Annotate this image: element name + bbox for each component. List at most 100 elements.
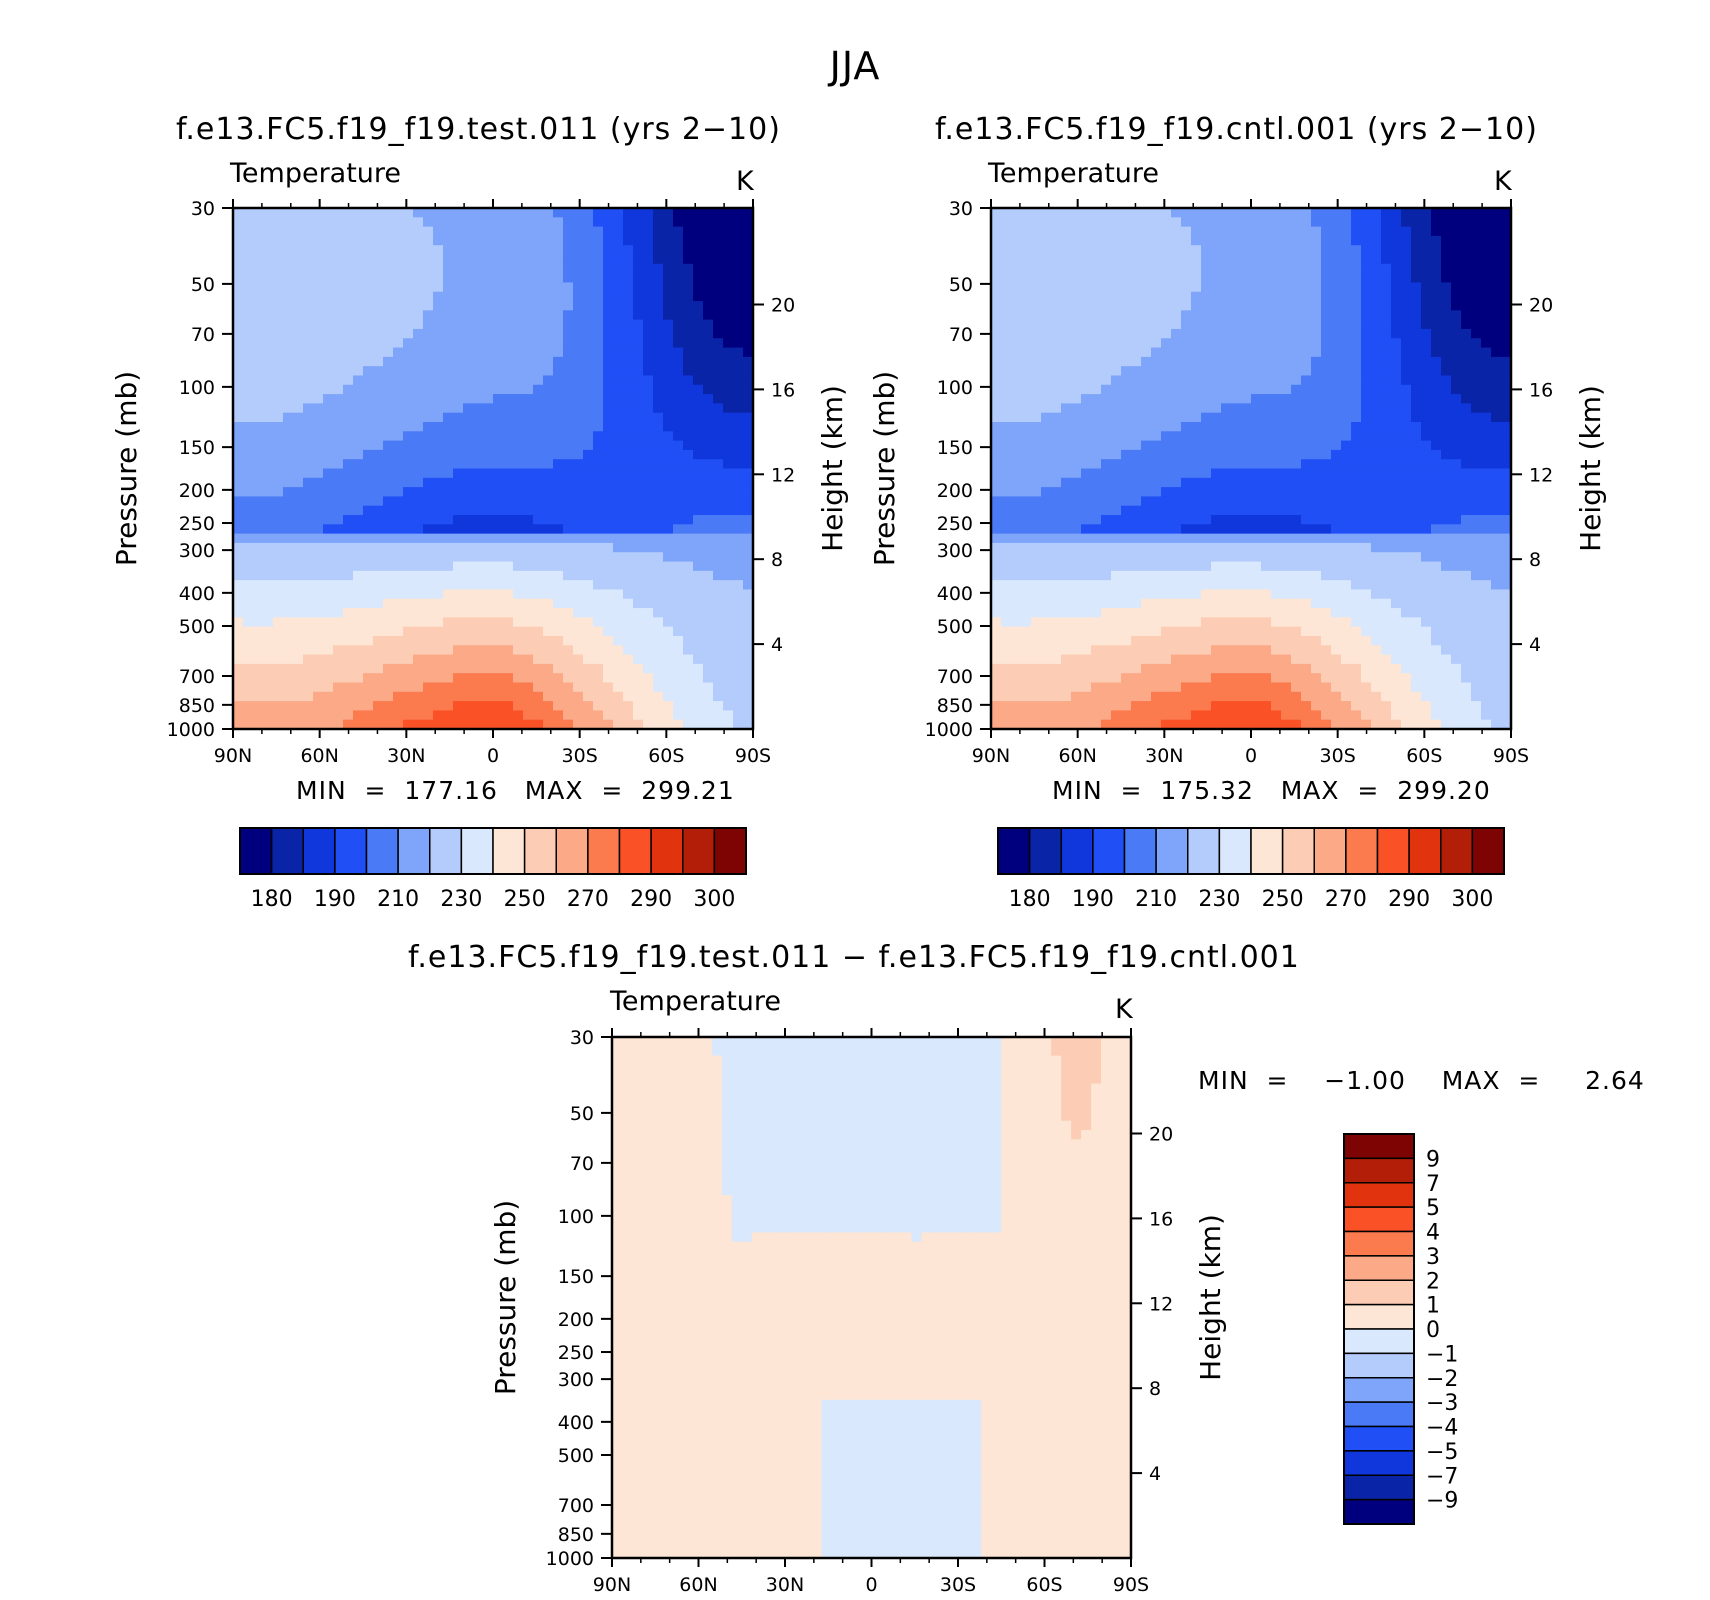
contour-cell bbox=[283, 440, 294, 451]
contour-cell bbox=[1041, 366, 1052, 377]
contour-cell bbox=[1211, 310, 1222, 321]
contour-cell bbox=[263, 682, 274, 693]
contour-cell bbox=[453, 477, 464, 488]
contour-cell bbox=[1231, 301, 1242, 311]
contour-cell bbox=[1201, 366, 1212, 377]
contour-cell bbox=[1221, 449, 1232, 460]
contour-cell bbox=[1291, 347, 1302, 358]
contour-cell bbox=[533, 217, 544, 228]
contour-cell bbox=[583, 598, 594, 609]
contour-cell bbox=[363, 226, 374, 237]
contour-cell bbox=[293, 217, 304, 228]
contour-cell bbox=[493, 366, 504, 377]
contour-cell bbox=[653, 589, 664, 600]
contour-cell bbox=[1001, 645, 1012, 656]
contour-cell bbox=[663, 235, 674, 246]
contour-cell bbox=[293, 701, 304, 711]
contour-cell bbox=[333, 701, 344, 711]
contour-cell bbox=[1191, 598, 1202, 609]
contour-cell bbox=[1031, 403, 1042, 414]
contour-cell bbox=[323, 505, 334, 516]
contour-cell bbox=[1271, 384, 1282, 395]
contour-cell bbox=[573, 701, 584, 711]
contour-cell bbox=[723, 459, 734, 470]
contour-cell bbox=[1181, 366, 1192, 377]
contour-cell bbox=[403, 421, 414, 432]
contour-cell bbox=[683, 515, 694, 525]
contour-cell bbox=[283, 403, 294, 414]
contour-cell bbox=[1301, 291, 1312, 302]
contour-cell bbox=[603, 719, 614, 730]
contour-cell bbox=[1111, 449, 1122, 460]
contour-cell bbox=[1161, 673, 1172, 684]
contour-cell bbox=[743, 524, 754, 535]
contour-cell bbox=[283, 589, 294, 600]
contour-cell bbox=[693, 487, 704, 498]
contour-cell bbox=[1191, 477, 1202, 488]
contour-cell bbox=[733, 226, 744, 237]
contour-cell bbox=[1151, 375, 1162, 386]
contour-cell bbox=[243, 338, 254, 349]
contour-cell bbox=[1301, 384, 1312, 395]
contour-cell bbox=[1121, 226, 1132, 237]
contour-cell bbox=[543, 208, 554, 218]
contour-cell bbox=[683, 254, 694, 265]
contour-cell bbox=[1191, 347, 1202, 358]
contour-cell bbox=[583, 673, 594, 684]
contour-cell bbox=[693, 552, 704, 563]
contour-cell bbox=[1001, 691, 1012, 702]
contour-cell bbox=[343, 589, 354, 600]
contour-cell bbox=[1211, 366, 1222, 377]
contour-cell bbox=[433, 691, 444, 702]
contour-cell bbox=[1151, 459, 1162, 470]
contour-cell bbox=[1091, 598, 1102, 609]
contour-cell bbox=[513, 412, 524, 423]
contour-cell bbox=[1141, 208, 1152, 218]
contour-cell bbox=[1191, 394, 1202, 404]
contour-cell bbox=[1101, 496, 1112, 507]
contour-cell bbox=[1121, 598, 1132, 609]
contour-cell bbox=[263, 356, 274, 367]
contour-cell bbox=[1291, 542, 1302, 553]
contour-cell bbox=[393, 226, 404, 237]
contour-cell bbox=[663, 273, 674, 284]
contour-cell bbox=[643, 542, 654, 553]
contour-cell bbox=[573, 589, 584, 600]
contour-cell bbox=[643, 691, 654, 702]
contour-cell bbox=[1221, 682, 1232, 693]
contour-cell bbox=[403, 654, 414, 665]
contour-cell bbox=[573, 384, 584, 395]
contour-cell bbox=[493, 719, 504, 730]
contour-cell bbox=[643, 663, 654, 674]
contour-cell bbox=[703, 542, 714, 553]
contour-cell bbox=[1251, 421, 1262, 432]
contour-cell bbox=[413, 366, 424, 377]
contour-cell bbox=[463, 673, 474, 684]
contour-cell bbox=[463, 570, 474, 581]
contour-cell bbox=[543, 617, 554, 628]
contour-cell bbox=[1231, 319, 1242, 330]
contour-cell bbox=[313, 682, 324, 693]
contour-cell bbox=[703, 421, 714, 432]
contour-cell bbox=[333, 477, 344, 488]
contour-cell bbox=[643, 533, 654, 544]
contour-cell bbox=[563, 663, 574, 674]
contour-cell bbox=[1301, 496, 1312, 507]
contour-cell bbox=[553, 347, 564, 358]
contour-cell bbox=[633, 217, 644, 228]
contour-cell bbox=[1031, 310, 1042, 321]
contour-cell bbox=[1281, 273, 1292, 284]
contour-cell bbox=[1131, 487, 1142, 498]
contour-cell bbox=[413, 608, 424, 618]
contour-cell bbox=[403, 394, 414, 404]
contour-cell bbox=[1211, 319, 1222, 330]
contour-cell bbox=[513, 319, 524, 330]
contour-cell bbox=[643, 421, 654, 432]
contour-cell bbox=[1341, 328, 1352, 339]
contour-cell bbox=[1141, 598, 1152, 609]
contour-cell bbox=[1291, 356, 1302, 367]
contour-cell bbox=[1341, 356, 1352, 367]
contour-cell bbox=[653, 328, 664, 339]
contour-cell bbox=[523, 449, 534, 460]
contour-cell bbox=[483, 412, 494, 423]
